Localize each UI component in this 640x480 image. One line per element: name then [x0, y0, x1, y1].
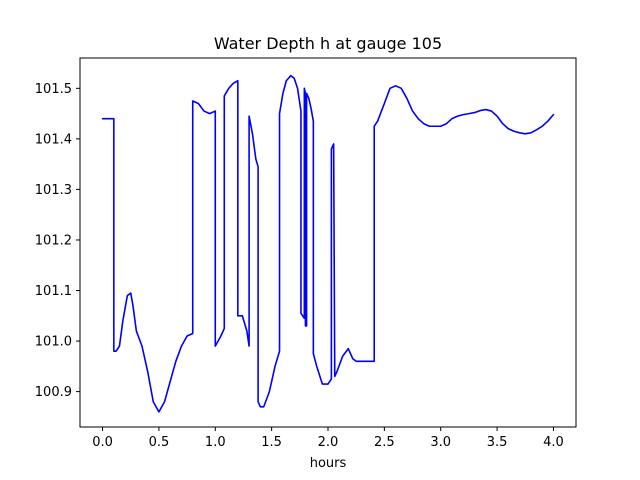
y-tick-label: 101.5 — [35, 82, 72, 97]
x-tick-label: 4.0 — [543, 435, 564, 450]
x-tick-label: 0.5 — [149, 435, 170, 450]
x-tick-label: 2.5 — [374, 435, 395, 450]
plot-frame — [79, 57, 577, 428]
series-line-0 — [101, 74, 555, 413]
x-tick-label: 3.0 — [430, 435, 451, 450]
x-tick-label: 3.5 — [487, 435, 508, 450]
x-tick-label: 1.0 — [205, 435, 226, 450]
x-tick-label: 0.0 — [92, 435, 113, 450]
x-tick-label: 2.0 — [318, 435, 339, 450]
x-tick-label: 1.5 — [261, 435, 282, 450]
y-tick-label: 101.3 — [35, 183, 72, 198]
y-tick-label: 101.0 — [35, 335, 72, 350]
chart-title: Water Depth h at gauge 105 — [214, 34, 442, 53]
y-tick-label: 101.1 — [35, 284, 72, 299]
plot-area: 0.0 0.5 1.0 1.5 2.0 2.5 3.0 3.5 4.0 100.9 101.0 101… — [35, 57, 577, 450]
x-axis-label: hours — [310, 456, 347, 471]
y-tick-label: 101.4 — [35, 132, 72, 147]
y-tick-label: 101.2 — [35, 233, 72, 248]
y-tick-label: 100.9 — [35, 385, 72, 400]
